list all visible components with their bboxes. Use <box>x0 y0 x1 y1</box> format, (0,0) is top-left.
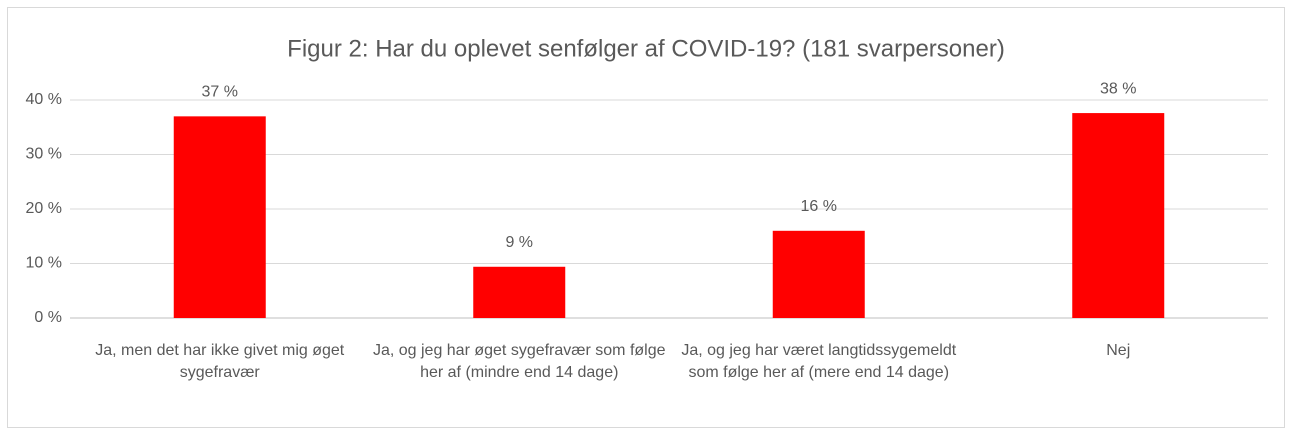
x-tick-label: Ja, og jeg har været langtidssygemeldt s… <box>681 342 957 381</box>
data-label: 38 % <box>1100 80 1136 97</box>
data-label: 9 % <box>505 234 533 251</box>
data-label: 16 % <box>801 198 837 215</box>
y-tick-label: 0 % <box>34 309 62 326</box>
y-tick-label: 40 % <box>26 91 62 108</box>
y-tick-label: 20 % <box>26 200 62 217</box>
y-tick-label: 30 % <box>26 146 62 163</box>
bar <box>173 116 266 318</box>
data-label: 37 % <box>202 84 238 101</box>
x-tick-label: Nej <box>1106 342 1131 359</box>
x-tick-label: Ja, og jeg har øget sygefravær som følge… <box>372 342 666 381</box>
y-tick-label: 10 % <box>26 255 62 272</box>
bar <box>772 230 865 318</box>
x-tick-label: Ja, men det har ikke givet mig øget syge… <box>95 342 345 381</box>
bar <box>1072 113 1165 318</box>
bar <box>473 266 566 318</box>
chart-title: Figur 2: Har du oplevet senfølger af COV… <box>287 35 1005 62</box>
